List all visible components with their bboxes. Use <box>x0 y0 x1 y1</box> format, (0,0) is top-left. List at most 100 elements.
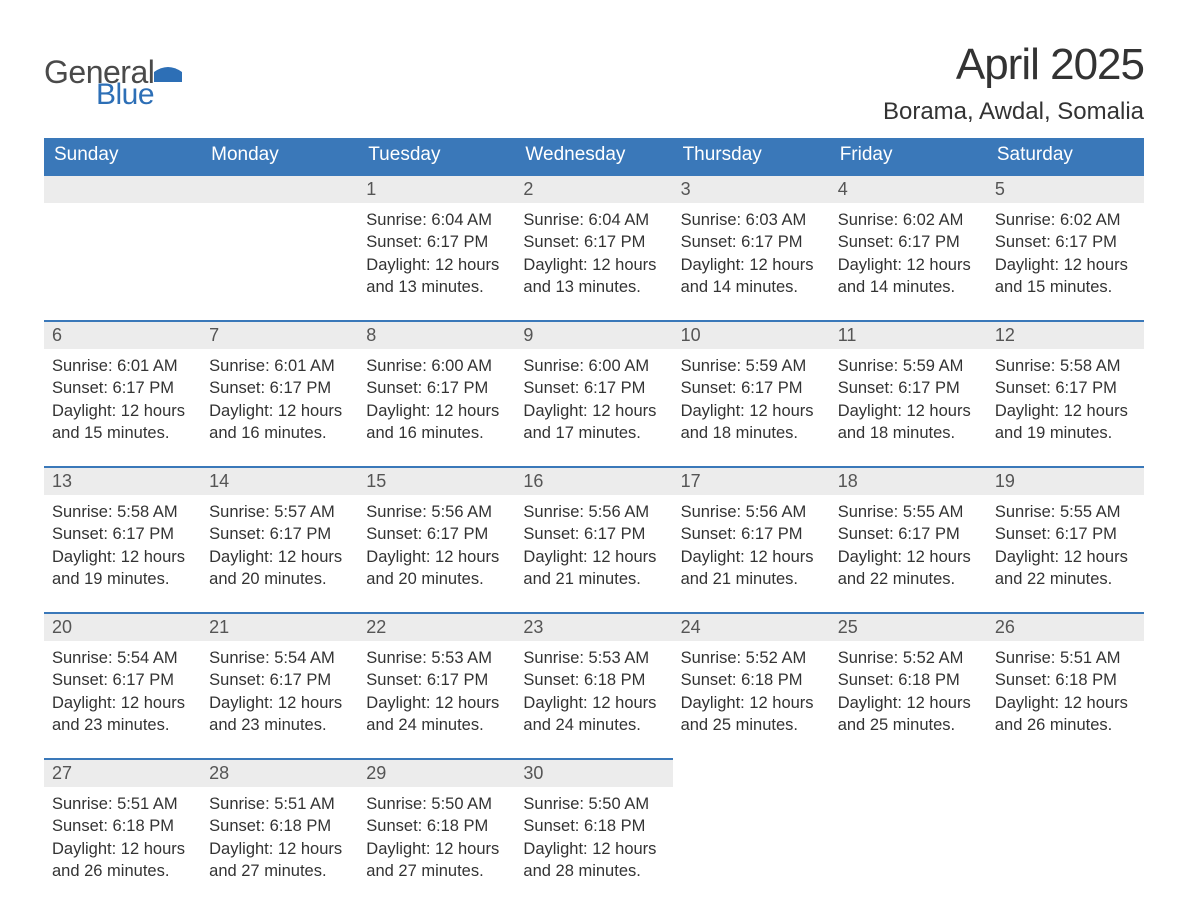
day-content-cell: Sunrise: 5:55 AMSunset: 6:17 PMDaylight:… <box>987 495 1144 613</box>
day-number-cell: 1 <box>358 175 515 203</box>
weekday-header: Thursday <box>673 138 830 175</box>
day-content-cell <box>44 203 201 321</box>
sunset-line: Sunset: 6:17 PM <box>366 669 507 691</box>
day-number-cell: 8 <box>358 321 515 349</box>
sunrise-line: Sunrise: 6:03 AM <box>681 209 822 231</box>
sunrise-line: Sunrise: 5:53 AM <box>523 647 664 669</box>
day-number-cell: 4 <box>830 175 987 203</box>
sunrise-line: Sunrise: 5:56 AM <box>681 501 822 523</box>
day-number-cell: 11 <box>830 321 987 349</box>
sunrise-line: Sunrise: 5:50 AM <box>523 793 664 815</box>
day-content-cell: Sunrise: 5:51 AMSunset: 6:18 PMDaylight:… <box>44 787 201 905</box>
day-number-cell <box>44 175 201 203</box>
day-number-cell <box>201 175 358 203</box>
daylight-line: Daylight: 12 hours and 23 minutes. <box>209 692 350 737</box>
brand-word-2: Blue <box>96 81 154 108</box>
day-content-cell: Sunrise: 5:54 AMSunset: 6:17 PMDaylight:… <box>201 641 358 759</box>
day-number-row: 12345 <box>44 175 1144 203</box>
sunset-line: Sunset: 6:17 PM <box>838 377 979 399</box>
day-content-cell: Sunrise: 5:58 AMSunset: 6:17 PMDaylight:… <box>987 349 1144 467</box>
day-content-cell: Sunrise: 5:50 AMSunset: 6:18 PMDaylight:… <box>358 787 515 905</box>
day-number-cell: 28 <box>201 759 358 787</box>
sunset-line: Sunset: 6:17 PM <box>838 231 979 253</box>
day-number-cell: 9 <box>515 321 672 349</box>
flag-icon <box>154 60 182 82</box>
sunset-line: Sunset: 6:18 PM <box>838 669 979 691</box>
sunset-line: Sunset: 6:17 PM <box>523 377 664 399</box>
location-subtitle: Borama, Awdal, Somalia <box>883 98 1144 126</box>
sunset-line: Sunset: 6:17 PM <box>523 523 664 545</box>
day-content-cell: Sunrise: 5:53 AMSunset: 6:17 PMDaylight:… <box>358 641 515 759</box>
day-number-cell: 7 <box>201 321 358 349</box>
day-number-cell: 10 <box>673 321 830 349</box>
day-number-cell: 6 <box>44 321 201 349</box>
weekday-header: Tuesday <box>358 138 515 175</box>
sunrise-line: Sunrise: 5:57 AM <box>209 501 350 523</box>
day-content-cell: Sunrise: 5:58 AMSunset: 6:17 PMDaylight:… <box>44 495 201 613</box>
day-content-cell: Sunrise: 6:04 AMSunset: 6:17 PMDaylight:… <box>515 203 672 321</box>
daylight-line: Daylight: 12 hours and 20 minutes. <box>366 546 507 591</box>
sunset-line: Sunset: 6:18 PM <box>995 669 1136 691</box>
day-number-cell: 19 <box>987 467 1144 495</box>
daylight-line: Daylight: 12 hours and 14 minutes. <box>681 254 822 299</box>
daylight-line: Daylight: 12 hours and 21 minutes. <box>523 546 664 591</box>
day-content-cell: Sunrise: 5:55 AMSunset: 6:17 PMDaylight:… <box>830 495 987 613</box>
daylight-line: Daylight: 12 hours and 24 minutes. <box>366 692 507 737</box>
day-number-row: 27282930 <box>44 759 1144 787</box>
sunrise-line: Sunrise: 6:04 AM <box>366 209 507 231</box>
daylight-line: Daylight: 12 hours and 26 minutes. <box>52 838 193 883</box>
daylight-line: Daylight: 12 hours and 23 minutes. <box>52 692 193 737</box>
sunrise-line: Sunrise: 5:56 AM <box>366 501 507 523</box>
day-number-cell: 26 <box>987 613 1144 641</box>
sunset-line: Sunset: 6:17 PM <box>995 231 1136 253</box>
daylight-line: Daylight: 12 hours and 24 minutes. <box>523 692 664 737</box>
sunset-line: Sunset: 6:18 PM <box>52 815 193 837</box>
sunset-line: Sunset: 6:17 PM <box>838 523 979 545</box>
day-number-cell: 16 <box>515 467 672 495</box>
day-content-cell: Sunrise: 5:52 AMSunset: 6:18 PMDaylight:… <box>673 641 830 759</box>
sunrise-line: Sunrise: 5:52 AM <box>681 647 822 669</box>
weekday-header: Wednesday <box>515 138 672 175</box>
weekday-header: Saturday <box>987 138 1144 175</box>
day-content-cell: Sunrise: 5:59 AMSunset: 6:17 PMDaylight:… <box>830 349 987 467</box>
day-content-cell: Sunrise: 6:00 AMSunset: 6:17 PMDaylight:… <box>515 349 672 467</box>
sunrise-line: Sunrise: 5:59 AM <box>681 355 822 377</box>
sunset-line: Sunset: 6:18 PM <box>523 669 664 691</box>
day-number-cell: 30 <box>515 759 672 787</box>
header: General Blue April 2025 Borama, Awdal, S… <box>44 40 1144 126</box>
day-number-row: 20212223242526 <box>44 613 1144 641</box>
day-number-cell: 17 <box>673 467 830 495</box>
daylight-line: Daylight: 12 hours and 20 minutes. <box>209 546 350 591</box>
sunset-line: Sunset: 6:17 PM <box>52 377 193 399</box>
sunrise-line: Sunrise: 6:01 AM <box>209 355 350 377</box>
sunrise-line: Sunrise: 5:58 AM <box>995 355 1136 377</box>
sunset-line: Sunset: 6:17 PM <box>681 523 822 545</box>
day-content-cell: Sunrise: 6:02 AMSunset: 6:17 PMDaylight:… <box>987 203 1144 321</box>
sunset-line: Sunset: 6:17 PM <box>209 669 350 691</box>
sunrise-line: Sunrise: 5:56 AM <box>523 501 664 523</box>
day-number-cell <box>830 759 987 787</box>
day-number-cell: 5 <box>987 175 1144 203</box>
sunset-line: Sunset: 6:17 PM <box>209 523 350 545</box>
day-content-cell: Sunrise: 6:01 AMSunset: 6:17 PMDaylight:… <box>44 349 201 467</box>
day-number-cell: 14 <box>201 467 358 495</box>
day-content-cell: Sunrise: 5:56 AMSunset: 6:17 PMDaylight:… <box>673 495 830 613</box>
daylight-line: Daylight: 12 hours and 27 minutes. <box>366 838 507 883</box>
day-content-row: Sunrise: 5:58 AMSunset: 6:17 PMDaylight:… <box>44 495 1144 613</box>
daylight-line: Daylight: 12 hours and 15 minutes. <box>995 254 1136 299</box>
day-content-cell: Sunrise: 5:53 AMSunset: 6:18 PMDaylight:… <box>515 641 672 759</box>
weekday-header: Friday <box>830 138 987 175</box>
sunrise-line: Sunrise: 6:02 AM <box>995 209 1136 231</box>
sunrise-line: Sunrise: 6:02 AM <box>838 209 979 231</box>
daylight-line: Daylight: 12 hours and 25 minutes. <box>838 692 979 737</box>
day-content-cell: Sunrise: 6:00 AMSunset: 6:17 PMDaylight:… <box>358 349 515 467</box>
day-content-row: Sunrise: 5:54 AMSunset: 6:17 PMDaylight:… <box>44 641 1144 759</box>
day-content-cell: Sunrise: 5:51 AMSunset: 6:18 PMDaylight:… <box>987 641 1144 759</box>
day-number-cell: 15 <box>358 467 515 495</box>
day-number-cell: 21 <box>201 613 358 641</box>
day-number-row: 13141516171819 <box>44 467 1144 495</box>
day-number-cell <box>987 759 1144 787</box>
daylight-line: Daylight: 12 hours and 22 minutes. <box>995 546 1136 591</box>
sunset-line: Sunset: 6:18 PM <box>523 815 664 837</box>
page-title: April 2025 <box>883 40 1144 90</box>
